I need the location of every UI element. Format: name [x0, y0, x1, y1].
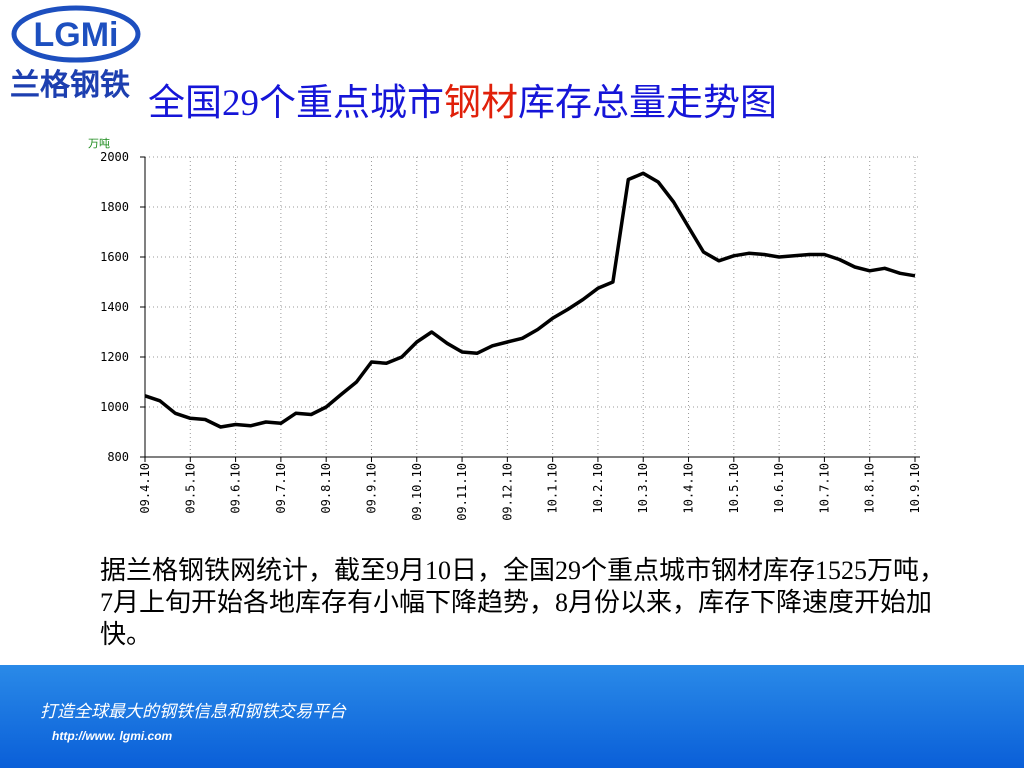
y-tick-label: 800 [107, 450, 129, 464]
x-tick-label: 10.2.10 [591, 463, 605, 514]
x-tick-label: 10.4.10 [682, 463, 696, 514]
logo-ring [11, 5, 141, 63]
x-tick-label: 09.12.10 [500, 463, 514, 521]
footer: 打造全球最大的钢铁信息和钢铁交易平台 http://www. lgmi.com [0, 665, 1024, 768]
x-tick-label: 09.8.10 [319, 463, 333, 514]
logo: LGMi 兰格钢铁 [10, 5, 141, 103]
y-unit: 万吨 [88, 137, 110, 150]
slogan: 打造全球最大的钢铁信息和钢铁交易平台 [40, 702, 346, 722]
x-tick-label: 09.5.10 [183, 463, 197, 514]
x-tick-label: 10.9.10 [908, 463, 922, 514]
logo-mark: LGMi [34, 16, 119, 54]
y-tick-label: 1400 [100, 300, 129, 314]
x-tick-label: 10.5.10 [727, 463, 741, 514]
x-tick-label: 09.7.10 [274, 463, 288, 514]
y-tick-label: 1000 [100, 400, 129, 414]
x-tick-label: 10.1.10 [546, 463, 560, 514]
x-tick-label: 09.4.10 [138, 463, 152, 514]
x-tick-label: 10.8.10 [863, 463, 877, 514]
title-highlight: 钢材 [444, 83, 518, 124]
title-part: 库存总量走势图 [518, 83, 777, 124]
logo-name: 兰格钢铁 [10, 68, 130, 103]
url: http://www. lgmi.com [52, 729, 173, 743]
x-tick-label: 09.10.10 [410, 463, 424, 521]
y-tick-label: 1600 [100, 250, 129, 264]
description: 据兰格钢铁网统计，截至9月10日，全国29个重点城市钢材库存1525万吨，7月上… [100, 556, 946, 649]
title-part: 全国29个重点城市 [148, 83, 444, 124]
x-tick-label: 10.7.10 [817, 463, 831, 514]
x-tick-label: 09.6.10 [229, 463, 243, 514]
x-tick-label: 10.6.10 [772, 463, 786, 514]
x-tick-label: 10.3.10 [636, 463, 650, 514]
data-line [144, 171, 916, 429]
y-tick-label: 1200 [100, 350, 129, 364]
title: 全国29个重点城市钢材库存总量走势图 [148, 72, 777, 126]
x-tick-label: 09.9.10 [364, 463, 378, 514]
y-tick-label: 2000 [100, 150, 129, 164]
x-tick-label: 09.11.10 [455, 463, 469, 521]
chart: 万吨 800 1000 1200 1400 1600 1800 2000 09.4.10 09.… [88, 137, 922, 521]
y-tick-label: 1800 [100, 200, 129, 214]
